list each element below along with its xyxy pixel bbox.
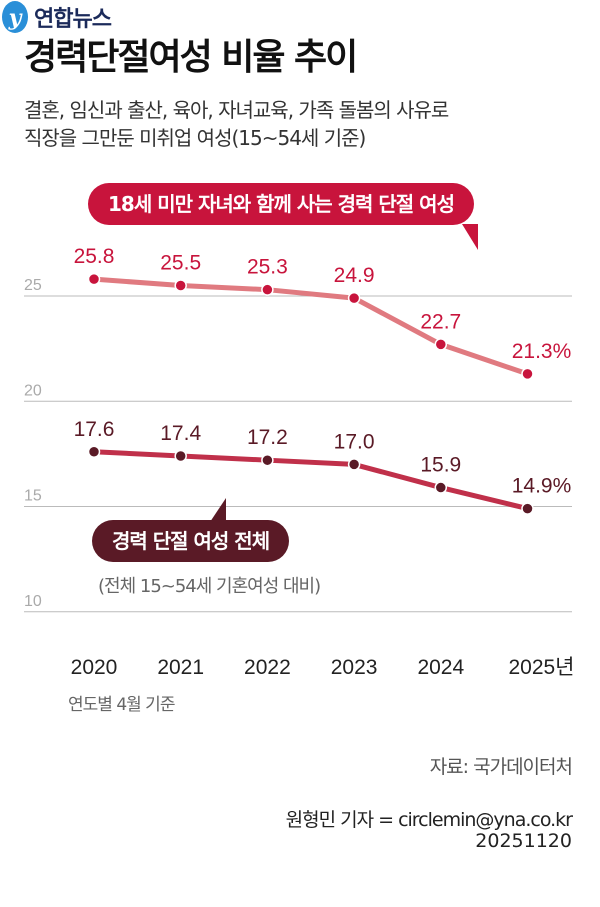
data-point (87, 445, 101, 459)
y-tick-label: 20 (24, 382, 42, 399)
data-label: 17.0 (334, 430, 375, 453)
data-point (174, 279, 187, 292)
x-tick-label: 2024 (417, 656, 464, 679)
data-point (434, 481, 448, 494)
callout-pointer (210, 498, 226, 522)
data-label: 17.4 (160, 422, 201, 445)
yonhap-logo: y 연합뉴스 (0, 0, 600, 34)
data-point (261, 453, 274, 467)
x-tick-label: 2021 (157, 656, 204, 679)
y-tick-label: 10 (24, 593, 42, 610)
y-tick-label: 25 (24, 277, 42, 294)
data-point (347, 291, 361, 305)
data-label: 25.5 (160, 251, 201, 274)
data-point (261, 283, 274, 296)
series-line (93, 449, 529, 512)
data-label: 21.3% (512, 340, 572, 363)
svg-text:y: y (8, 5, 24, 31)
line-chart: 25 20 15 10 2020 2021 2022 2023 2024 2025년 25.8 25.… (24, 224, 575, 679)
data-point (521, 367, 534, 381)
callout-pointer (462, 224, 478, 250)
data-point (521, 502, 534, 515)
data-label: 14.9% (512, 475, 572, 498)
subtitle-line-2: 직장을 그만둔 미취업 여성(15~54세 기준) (24, 126, 366, 150)
subtitle-line-1: 결혼, 임신과 출산, 육아, 자녀교육, 가족 돌봄의 사유로 (24, 98, 449, 122)
y-tick-label: 15 (24, 488, 42, 505)
data-label: 17.2 (247, 426, 288, 449)
data-point (434, 338, 448, 351)
data-point (174, 449, 187, 463)
x-tick-label: 2020 (71, 656, 118, 679)
x-tick-label: 2022 (244, 656, 291, 679)
data-label: 25.8 (74, 245, 115, 268)
data-label: 25.3 (247, 256, 288, 279)
data-point (347, 458, 361, 471)
data-label: 17.6 (74, 418, 115, 441)
data-label: 22.7 (420, 310, 461, 333)
series-label-children: 18세 미만 자녀와 함께 사는 경력 단절 여성 (88, 183, 474, 225)
date: 20251120 (475, 830, 572, 852)
reporter: 원형민 기자 = circlemin@yna.co.kr (285, 809, 573, 831)
source: 자료: 국가데이터처 (429, 756, 573, 778)
series-line (93, 276, 529, 377)
data-label: 15.9 (420, 454, 461, 477)
chart-title: 경력단절여성 비율 추이 (24, 37, 358, 78)
series-note: (전체 15~54세 기혼여성 대비) (98, 576, 321, 597)
x-tick-label: 2025년 (508, 656, 574, 679)
x-tick-label: 2023 (331, 656, 378, 679)
data-label: 24.9 (334, 264, 375, 287)
x-axis-note: 연도별 4월 기준 (68, 695, 175, 715)
logo-icon: y (2, 1, 28, 33)
data-point (87, 272, 101, 286)
logo-text: 연합뉴스 (34, 7, 112, 32)
series-label-total: 경력 단절 여성 전체 (92, 520, 290, 562)
